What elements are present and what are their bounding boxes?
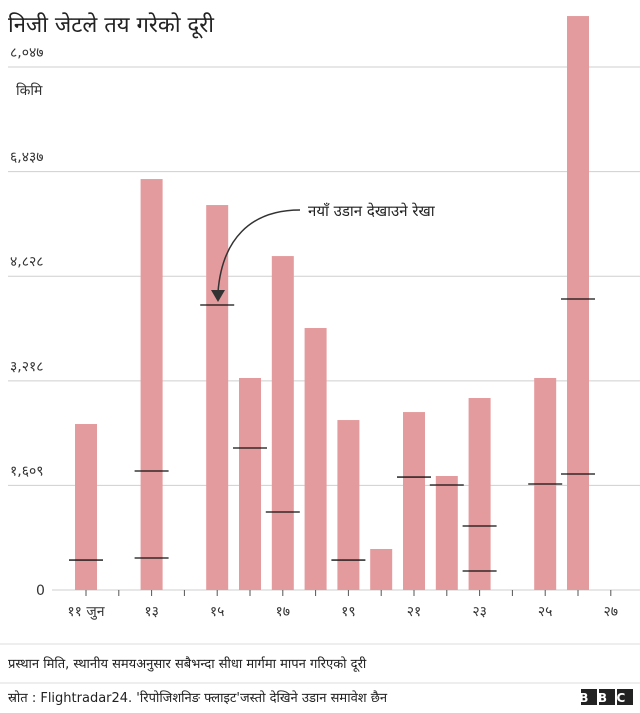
bar	[435, 476, 458, 590]
y-tick-label: १,६०९	[10, 463, 44, 479]
y-tick-label: ४,८२८	[10, 254, 44, 270]
note: प्रस्थान मिति, स्थानीय समयअनुसार सबैभन्द…	[8, 656, 367, 672]
logo-box	[581, 689, 597, 705]
bar	[239, 377, 261, 590]
bar	[468, 398, 491, 590]
x-tick-label: १७	[276, 604, 291, 620]
annotation-group: नयाँ उडान देखाउने रेखा	[211, 202, 436, 302]
chart-title: निजी जेटले तय गरेको दूरी	[8, 12, 214, 39]
annotation-arrow	[217, 209, 301, 293]
bar	[140, 179, 163, 590]
x-tick-label: २३	[472, 604, 487, 620]
y-tick-label: ३,२१८	[10, 359, 44, 375]
bar	[403, 412, 425, 590]
bar	[337, 420, 360, 590]
x-tick-label: २१	[407, 604, 422, 620]
source: स्रोत : Flightradar24. 'रिपोजिशनिङ फ्लाइ…	[8, 690, 388, 706]
logo-box	[617, 689, 633, 705]
logo: BBC	[579, 689, 635, 705]
plot: 0 १,६०९ ३,२१८ ४,८२८ ६,४३७ ८,०४७ किमि ११ जुन १३ १५…	[8, 16, 640, 620]
y-tick-label: ६,४३७	[10, 150, 44, 166]
x-tick-label: २५	[538, 604, 553, 620]
bar	[75, 424, 97, 590]
annotation: नयाँ उडान देखाउने रेखा	[308, 202, 436, 220]
x-tick-label: ११ जुन	[67, 604, 104, 620]
x-tick-label: १९	[341, 604, 356, 620]
x-tick-label: १५	[210, 604, 225, 620]
bar	[567, 16, 589, 591]
y-tick-label: 0	[36, 583, 45, 599]
arrow-head	[211, 290, 225, 302]
bar	[271, 256, 294, 590]
y-tick-label: ८,०४७	[10, 45, 44, 61]
y-unit: किमि	[16, 82, 43, 99]
bar	[304, 328, 327, 590]
logo-text: BBC	[579, 691, 635, 705]
logo-box	[599, 689, 615, 705]
x-tick-label: २७	[604, 604, 619, 620]
bar	[370, 548, 393, 590]
bar	[206, 205, 229, 591]
x-tick-label: १३	[144, 604, 159, 620]
